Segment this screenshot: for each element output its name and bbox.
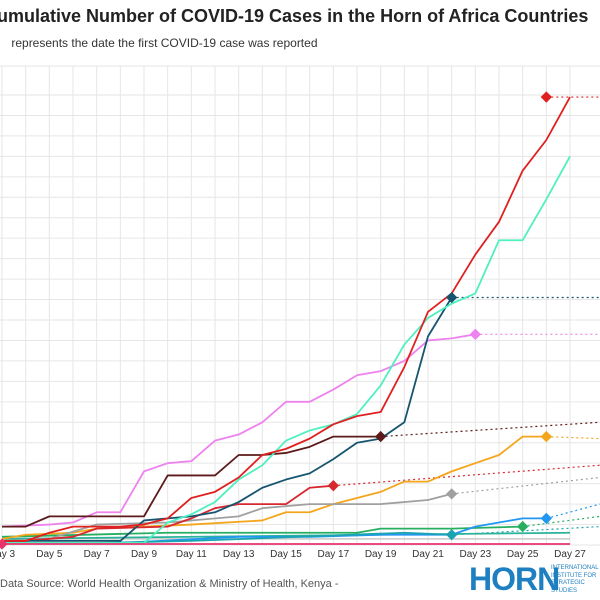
series-line-9 [2, 297, 453, 542]
series-projection-2 [522, 515, 600, 528]
series-line-1 [1, 531, 571, 540]
series-line-11 [2, 155, 571, 544]
x-tick-label: Day 25 [507, 549, 539, 560]
series-marker-8 [469, 328, 481, 340]
x-tick-label: Day 5 [36, 549, 63, 560]
series-line-2 [1, 525, 523, 538]
series-marker-12 [540, 91, 552, 103]
series-line-8 [1, 333, 476, 528]
series-projection-10 [380, 421, 600, 438]
x-tick-label: Day 21 [412, 549, 444, 560]
x-tick-label: Day 7 [84, 549, 111, 560]
x-tick-label: Day 19 [365, 549, 397, 560]
series-marker-2 [517, 520, 529, 533]
x-tick-label: Day 13 [223, 549, 255, 560]
series-line-7 [1, 484, 334, 544]
series-lines [1, 96, 571, 545]
line-chart: Day 3 Day 5 Day 7 Day 9 Day 11 Day 13 Day 15 Da… [0, 65, 600, 560]
x-tick-label: Day 27 [554, 549, 586, 560]
series-line-6 [1, 492, 452, 542]
series-marker-6 [446, 488, 458, 500]
horn-logo-tagline: INTERNATIONAL INSTITUTE FOR STRATEGIC ST… [551, 565, 599, 594]
series-marker-7 [327, 480, 339, 492]
chart-subtitle: represents the date the first COVID-19 c… [8, 36, 318, 50]
series-markers [0, 91, 552, 550]
x-axis-ticks: Day 3 Day 5 Day 7 Day 9 Day 11 Day 13 Day 15 Da… [0, 549, 586, 560]
series-projection-5 [546, 435, 600, 440]
x-tick-label: Day 3 [0, 549, 15, 560]
x-tick-label: Day 9 [131, 549, 158, 560]
data-source-note: Data Source: World Health Organization &… [0, 578, 339, 590]
chart-title: Cumulative Number of COVID-19 Cases in t… [0, 6, 589, 26]
x-tick-label: Day 23 [459, 549, 491, 560]
x-tick-label: Day 17 [317, 549, 349, 560]
series-marker-4 [446, 529, 458, 541]
series-projection-7 [333, 464, 600, 487]
series-line-12 [2, 96, 571, 542]
series-marker-5 [540, 430, 552, 443]
series-projection-6 [451, 476, 600, 495]
projection-lines [333, 96, 600, 536]
x-tick-label: Day 11 [176, 549, 207, 560]
chart-grid [0, 65, 600, 546]
series-marker-10 [375, 430, 387, 443]
series-marker-9 [446, 291, 458, 304]
series-line-10 [2, 435, 381, 528]
x-tick-label: Day 15 [270, 549, 302, 560]
chart-subtitle-text: represents the date the first COVID-19 c… [11, 36, 318, 50]
horn-logo-word: HORN [469, 561, 560, 597]
series-projection-3 [546, 503, 600, 519]
horn-logo: HORN INTERNATIONAL INSTITUTE FOR STRATEG… [469, 560, 599, 598]
series-marker-3 [540, 512, 552, 525]
